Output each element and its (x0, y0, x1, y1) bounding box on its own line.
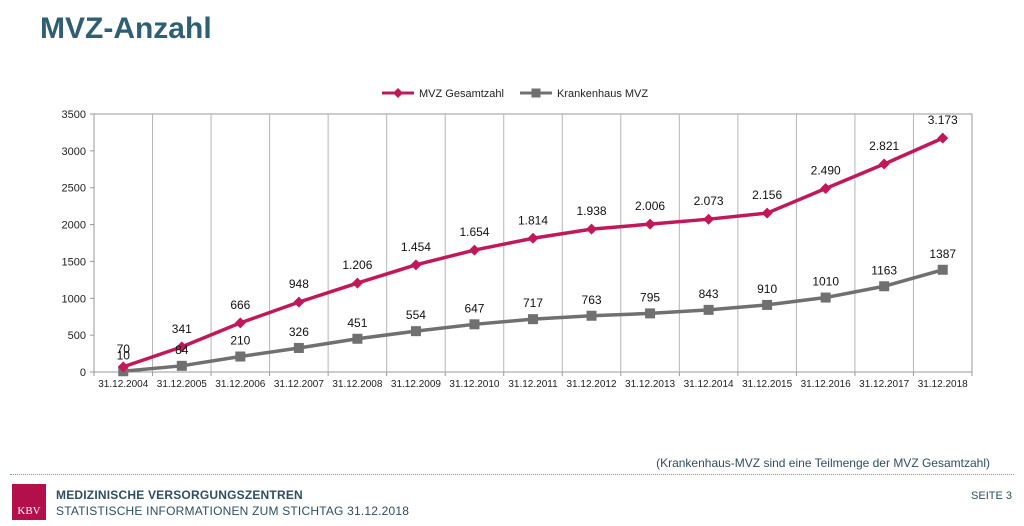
data-label: 843 (699, 287, 719, 301)
y-tick-label: 2500 (62, 183, 86, 195)
footer-subtitle: STATISTISCHE INFORMATIONEN ZUM STICHTAG … (56, 504, 410, 518)
x-tick-label: 31.12.2014 (684, 379, 734, 390)
data-point (528, 314, 538, 325)
data-label: 210 (230, 334, 250, 348)
x-tick-label: 31.12.2011 (508, 379, 558, 390)
data-point (176, 341, 188, 353)
data-label: 1163 (871, 263, 897, 277)
page-number: SEITE 3 (971, 490, 1012, 502)
page-title: MVZ-Anzahl (40, 12, 212, 45)
data-label: 1.938 (577, 204, 607, 218)
legend-marker (531, 88, 541, 98)
x-tick-label: 31.12.2008 (332, 379, 382, 390)
plot-area (93, 113, 973, 373)
footnote: (Krankenhaus-MVZ sind eine Teilmenge der… (656, 456, 990, 470)
x-tick-label: 31.12.2018 (918, 379, 968, 390)
data-label: 948 (289, 277, 309, 291)
data-point (878, 158, 890, 170)
data-point (820, 182, 832, 194)
data-label: 2.821 (869, 139, 899, 153)
data-label: 1.814 (518, 213, 548, 227)
data-label: 3.173 (928, 113, 958, 127)
data-label: 341 (172, 322, 192, 336)
footer-divider (10, 474, 1014, 475)
data-point (469, 319, 480, 330)
x-tick-label: 31.12.2012 (567, 379, 617, 390)
data-point (644, 218, 656, 230)
data-point (527, 232, 539, 244)
data-point (761, 207, 773, 219)
data-point (586, 223, 598, 235)
legend-label: Krankenhaus MVZ (557, 88, 648, 100)
data-label: 1010 (812, 275, 839, 289)
y-tick-label: 1500 (62, 256, 86, 268)
x-tick-label: 31.12.2009 (391, 379, 441, 390)
data-point (293, 296, 305, 308)
x-tick-label: 31.12.2010 (449, 379, 499, 390)
data-point (468, 244, 480, 256)
data-point (176, 360, 187, 371)
data-label: 2.490 (811, 163, 841, 177)
data-label: 10 (117, 348, 131, 362)
data-point (820, 292, 831, 303)
y-tick-label: 3500 (62, 109, 86, 121)
data-point (645, 308, 656, 319)
data-label: 717 (523, 296, 543, 310)
data-label: 1387 (929, 247, 956, 261)
data-point (937, 264, 948, 275)
data-label: 647 (464, 301, 484, 315)
data-point (703, 213, 715, 225)
line-chart: 0 500 1000 1500 2000 2500 3000 3500 31.12.2004 31… (62, 88, 973, 390)
kbv-logo: KBV (12, 484, 46, 520)
data-point (410, 326, 421, 337)
legend-label: MVZ Gesamtzahl (419, 88, 504, 100)
data-label: 666 (230, 298, 250, 312)
y-tick-label: 3000 (62, 146, 86, 158)
y-tick-label: 0 (80, 367, 86, 379)
y-tick-label: 500 (68, 330, 86, 342)
data-point (586, 310, 597, 321)
legend-marker (393, 88, 403, 98)
data-label: 1.654 (459, 225, 489, 239)
data-label: 910 (757, 282, 777, 296)
x-tick-label: 31.12.2007 (274, 379, 324, 390)
data-label: 763 (582, 293, 602, 307)
data-label: 2.006 (635, 199, 665, 213)
data-label: 84 (175, 343, 189, 357)
x-tick-label: 31.12.2016 (801, 379, 851, 390)
x-tick-label: 31.12.2015 (742, 379, 792, 390)
data-label: 1.454 (401, 240, 431, 254)
x-tick-label: 31.12.2005 (157, 379, 207, 390)
data-point (352, 333, 363, 344)
data-label: 70 (117, 342, 131, 356)
y-tick-label: 2000 (62, 220, 86, 232)
data-point (410, 259, 422, 271)
data-point (703, 304, 714, 315)
x-tick-label: 31.12.2006 (215, 379, 265, 390)
data-point (117, 361, 129, 373)
data-label: 2.073 (694, 194, 724, 208)
y-tick-label: 1000 (62, 293, 86, 305)
data-point (937, 132, 949, 144)
data-label: 451 (347, 316, 367, 330)
data-point (762, 299, 773, 310)
data-point (293, 342, 304, 353)
data-point (234, 317, 246, 329)
data-point (879, 281, 890, 292)
footer-title: MEDIZINISCHE VERSORGUNGSZENTREN (56, 488, 303, 502)
x-tick-label: 31.12.2017 (859, 379, 909, 390)
data-point (235, 351, 246, 362)
data-label: 326 (289, 325, 309, 339)
data-label: 2.156 (752, 188, 782, 202)
x-tick-label: 31.12.2013 (625, 379, 675, 390)
data-label: 554 (406, 308, 426, 322)
data-point (351, 277, 363, 289)
x-tick-label: 31.12.2004 (98, 379, 148, 390)
data-label: 1.206 (342, 258, 372, 272)
data-label: 795 (640, 290, 660, 304)
